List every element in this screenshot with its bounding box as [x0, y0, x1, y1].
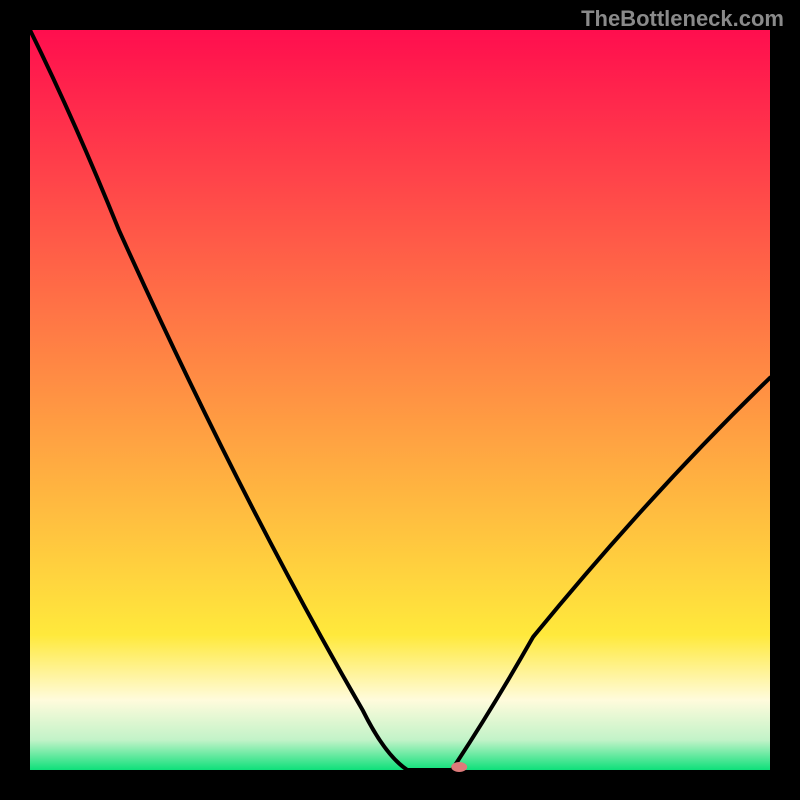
plot-background — [30, 30, 770, 770]
bottleneck-chart — [0, 0, 800, 800]
attribution-label: TheBottleneck.com — [581, 6, 784, 32]
marker-dot — [451, 762, 467, 772]
